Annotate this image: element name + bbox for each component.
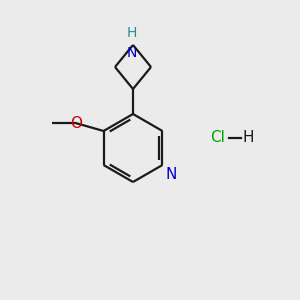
- Text: N: N: [165, 167, 177, 182]
- Text: H: H: [243, 130, 254, 146]
- Text: H: H: [127, 26, 137, 40]
- Text: O: O: [70, 116, 83, 130]
- Text: N: N: [127, 46, 137, 60]
- Text: Cl: Cl: [210, 130, 225, 146]
